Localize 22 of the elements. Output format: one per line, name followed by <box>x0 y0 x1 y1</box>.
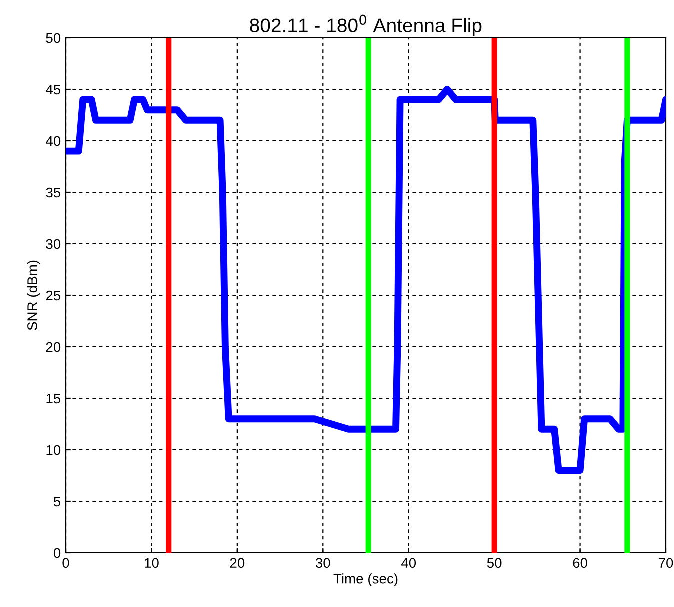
x-tick-label: 0 <box>62 558 70 568</box>
x-tick-label: 60 <box>573 558 588 568</box>
y-tick-label: 40 <box>46 136 61 146</box>
x-axis-title: Time (sec) <box>334 574 398 587</box>
x-tick-label: 70 <box>658 558 674 568</box>
x-tick-label: 50 <box>487 558 502 568</box>
y-tick-label: 35 <box>46 188 61 198</box>
y-tick-label: 45 <box>46 84 61 95</box>
y-tick-label: 15 <box>46 394 61 404</box>
y-tick-label: 30 <box>46 239 61 250</box>
y-tick-label: 20 <box>46 342 61 352</box>
y-axis-title: SNR (dBm) <box>27 260 40 330</box>
y-tick-label: 50 <box>46 33 61 44</box>
x-tick-label: 40 <box>401 558 416 568</box>
y-tick-label: 0 <box>54 548 61 558</box>
x-tick-label: 20 <box>230 558 245 568</box>
y-tick-label: 25 <box>46 290 61 301</box>
chart-title: 802.11 - 180$^{0}$ Antenna Flip <box>250 14 482 36</box>
y-tick-label: 5 <box>54 496 61 507</box>
x-tick-label: 10 <box>145 558 159 568</box>
x-tick-label: 30 <box>316 558 330 568</box>
y-tick-label: 10 <box>46 445 61 456</box>
